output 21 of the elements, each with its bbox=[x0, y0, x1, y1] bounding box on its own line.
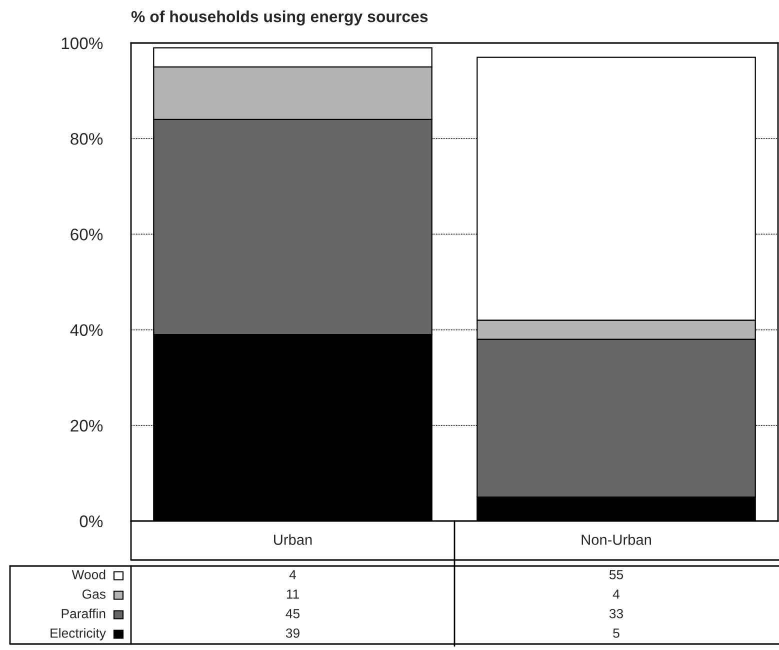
data-label: 55 bbox=[609, 570, 624, 580]
legend-label: Wood bbox=[72, 570, 106, 580]
y-tick-label: 80% bbox=[70, 133, 103, 145]
y-tick-label: 100% bbox=[62, 37, 103, 50]
data-label: 11 bbox=[286, 590, 299, 599]
data-label: 33 bbox=[609, 608, 624, 618]
data-label: 39 bbox=[286, 628, 300, 638]
data-label: 4 bbox=[289, 570, 296, 580]
y-tick-label: 0% bbox=[80, 515, 103, 528]
chart-title: % of households using energy sources bbox=[131, 10, 428, 26]
data-label: 5 bbox=[613, 628, 620, 638]
data-label: 45 bbox=[286, 609, 300, 618]
y-tick-label: 40% bbox=[70, 324, 103, 336]
x-tick-label: Urban bbox=[274, 534, 312, 545]
x-tick-label: Non-Urban bbox=[582, 534, 651, 545]
y-tick-label: 20% bbox=[70, 420, 103, 432]
data-label: 4 bbox=[612, 590, 620, 599]
legend-label: Gas bbox=[82, 589, 106, 599]
legend-label: Electricity bbox=[50, 628, 106, 640]
legend-label: Paraffin bbox=[62, 608, 106, 618]
y-tick-label: 60% bbox=[70, 228, 103, 240]
